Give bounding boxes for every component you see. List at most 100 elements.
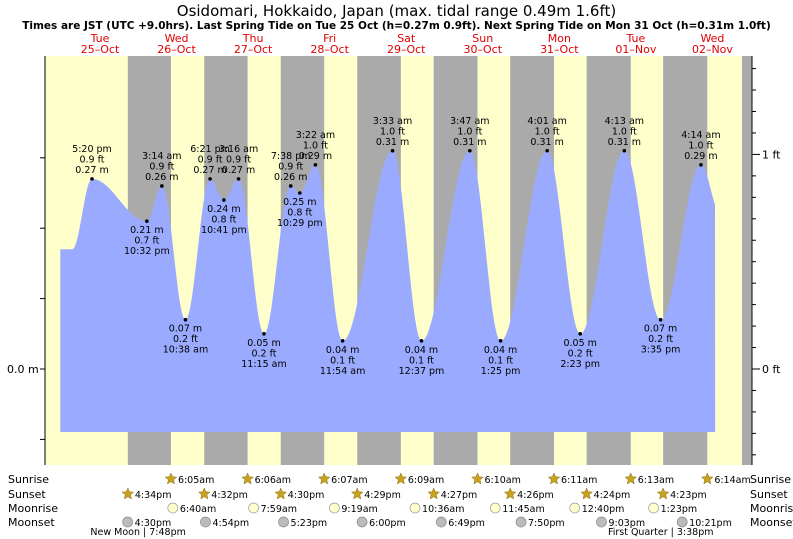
sun-time-494-6: 4:24pm (594, 490, 631, 501)
tide-label-18-2: 0.31 m (608, 137, 641, 148)
row-label-right-2: Moonrise (750, 502, 793, 515)
tide-label-7-1: 0.2 ft (251, 348, 276, 359)
moonset-time-522-7: 10:21pm (689, 518, 732, 529)
left-axis-label: 0.0 m (7, 363, 39, 376)
tide-label-20-2: 0.29 m (684, 151, 717, 162)
moonrise-time-508-1: 7:59am (261, 504, 297, 515)
tide-label-20-0: 4:14 am (681, 130, 720, 141)
tide-label-14-1: 1.0 ft (457, 126, 482, 137)
tide-point-1 (145, 219, 149, 223)
tide-label-1-1: 0.7 ft (134, 236, 159, 247)
tide-point-2 (160, 184, 164, 188)
tide-label-12-1: 1.0 ft (380, 126, 405, 137)
tide-label-7-2: 11:15 am (241, 359, 286, 370)
chart-title: Osidomari, Hokkaido, Japan (max. tidal r… (177, 2, 616, 20)
day-date-8: 02–Nov (692, 43, 733, 56)
sun-icon-494-3 (350, 487, 364, 500)
tide-point-18 (622, 148, 627, 153)
tide-label-13-2: 12:37 pm (399, 366, 445, 377)
sun-icon-494-4 (427, 487, 441, 500)
sun-time-494-4: 4:27pm (441, 490, 478, 501)
tide-label-1-0: 0.21 m (130, 225, 163, 236)
tide-label-19-0: 0.07 m (644, 324, 677, 335)
day-weekday-0: Tue (90, 32, 110, 45)
day-weekday-7: Tue (625, 32, 645, 45)
tide-label-18-1: 1.0 ft (612, 126, 637, 137)
tide-label-7-0: 0.05 m (247, 338, 280, 349)
tide-label-5-1: 0.8 ft (211, 215, 236, 226)
sun-icon-494-1 (197, 487, 211, 500)
tide-point-3 (183, 317, 188, 322)
day-weekday-1: Wed (165, 32, 189, 45)
day-date-3: 28–Oct (310, 43, 349, 56)
sun-icon-479-4 (471, 472, 484, 485)
moonrise-time-508-2: 9:19am (341, 504, 377, 515)
tide-label-10-1: 1.0 ft (303, 140, 328, 151)
row-label-left-2: Moonrise (8, 502, 58, 515)
tide-label-15-1: 0.1 ft (488, 355, 513, 366)
sun-icon-479-6 (624, 472, 638, 485)
tide-point-5 (222, 198, 226, 202)
tide-label-0-1: 0.9 ft (79, 154, 104, 165)
moonrise-time-508-6: 1:23pm (661, 504, 698, 515)
tide-point-10 (313, 163, 318, 167)
tide-point-4 (208, 177, 212, 181)
moonrise-icon-4 (489, 502, 501, 514)
moonset-icon-1 (200, 516, 211, 528)
tide-label-9-0: 0.25 m (283, 197, 316, 208)
tide-point-12 (390, 148, 395, 153)
tide-label-19-1: 0.2 ft (648, 334, 673, 345)
tide-label-19-2: 3:35 pm (641, 345, 681, 356)
day-labels: Tue25–OctWed26–OctThu27–OctFri28–OctSat2… (81, 32, 734, 56)
tide-label-16-0: 4:01 am (527, 116, 566, 127)
tide-label-0-2: 0.27 m (75, 165, 108, 176)
sun-icon-479-7 (700, 472, 714, 485)
sun-time-479-2: 6:07am (331, 475, 367, 486)
moonrise-time-508-3: 10:36am (422, 504, 464, 515)
tide-point-16 (545, 148, 549, 153)
tide-label-4-2: 0.27 m (193, 165, 226, 176)
sun-time-479-4: 6:10am (484, 475, 520, 486)
day-date-1: 26–Oct (157, 43, 196, 56)
tide-label-5-2: 10:41 pm (201, 225, 247, 236)
tide-point-0 (90, 177, 94, 181)
tide-label-4-0: 6:21 pm (190, 144, 230, 155)
tide-label-12-2: 0.31 m (376, 137, 409, 148)
sun-icon-479-2 (317, 472, 331, 485)
tide-label-11-2: 11:54 am (320, 366, 365, 377)
day-weekday-5: Sun (472, 32, 493, 45)
day-date-0: 25–Oct (81, 43, 120, 56)
day-weekday-8: Wed (700, 32, 724, 45)
tide-point-11 (340, 339, 345, 343)
moonset-time-522-3: 6:00pm (369, 518, 406, 529)
tide-label-12-0: 3:33 am (373, 116, 412, 127)
moonrise-time-508-5: 12:40pm (582, 504, 625, 515)
tide-label-18-0: 4:13 am (605, 116, 644, 127)
tide-point-9 (298, 191, 302, 195)
sun-icon-494-5 (503, 487, 517, 500)
row-label-left-3: Moonset (8, 516, 55, 529)
tide-label-5-0: 0.24 m (207, 204, 240, 215)
tide-label-0-0: 5:20 pm (72, 144, 112, 155)
sun-time-479-0: 6:05am (178, 475, 214, 486)
tide-label-8-0: 7:38 pm (271, 151, 311, 162)
moonset-icon-4 (435, 516, 447, 528)
tide-label-17-0: 0.05 m (563, 338, 596, 349)
moonrise-icon-1 (248, 502, 259, 514)
row-label-right-0: Sunrise (750, 473, 791, 486)
sun-time-494-0: 4:34pm (135, 490, 172, 501)
sun-time-494-5: 4:26pm (517, 490, 554, 501)
tide-label-11-0: 0.04 m (326, 345, 359, 356)
moonset-time-522-5: 7:50pm (528, 518, 565, 529)
tide-point-7 (262, 332, 266, 336)
tide-point-20 (699, 163, 703, 167)
tide-label-6-2: 0.27 m (222, 165, 255, 176)
tide-curve (60, 150, 716, 433)
moonset-time-522-6: 9:03pm (608, 518, 645, 529)
moonset-icon-3 (356, 516, 368, 528)
sun-time-479-5: 6:11am (561, 475, 597, 486)
tide-label-10-0: 3:22 am (296, 130, 335, 141)
sun-time-494-1: 4:32pm (211, 490, 248, 501)
